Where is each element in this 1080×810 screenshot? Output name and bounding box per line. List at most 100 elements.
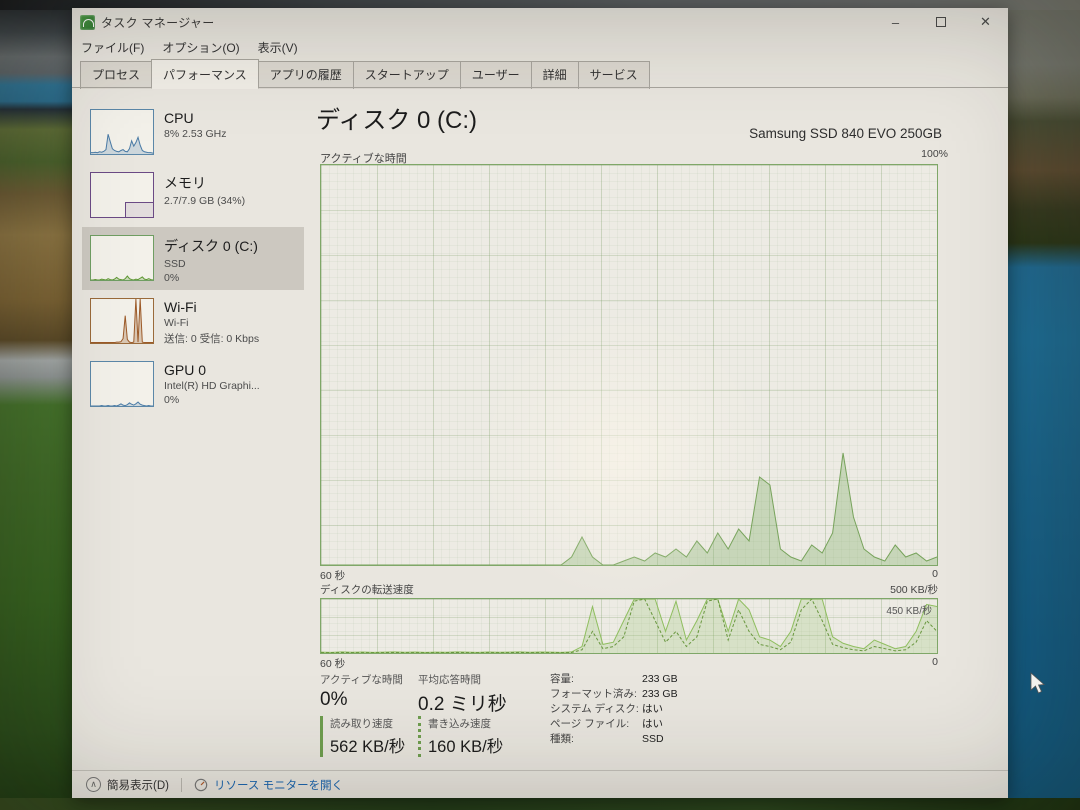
detail-label: 種類: bbox=[550, 733, 574, 745]
gpu-title: GPU 0 bbox=[164, 362, 207, 378]
close-button[interactable]: ✕ bbox=[963, 8, 1008, 36]
stat-value: 562 KB/秒 bbox=[330, 738, 406, 756]
page-title: ディスク 0 (C:) bbox=[316, 107, 477, 134]
desktop-wallpaper-left bbox=[0, 0, 74, 810]
disk-title: ディスク 0 (C:) bbox=[164, 238, 258, 254]
detail-label: ページ ファイル: bbox=[550, 718, 630, 730]
stat-label: アクティブな時間 bbox=[320, 674, 403, 686]
titlebar[interactable]: タスク マネージャー – ✕ bbox=[72, 8, 1008, 36]
cpu-usage: 8% 2.53 GHz bbox=[164, 128, 227, 140]
tab-performance[interactable]: パフォーマンス bbox=[151, 59, 259, 89]
tab-app-history[interactable]: アプリの履歴 bbox=[257, 61, 354, 90]
menu-view[interactable]: 表示(V) bbox=[257, 40, 298, 55]
disk-usage: 0% bbox=[164, 272, 180, 284]
detail-value: SSD bbox=[642, 733, 664, 745]
x-axis-right-label: 0 bbox=[932, 568, 938, 580]
transfer-chart-header: ディスクの転送速度 500 KB/秒 bbox=[320, 582, 938, 597]
detail-label: 容量: bbox=[550, 673, 574, 685]
resource-monitor-icon bbox=[194, 778, 208, 791]
active-time-chart bbox=[320, 164, 938, 566]
menu-options[interactable]: オプション(O) bbox=[162, 40, 240, 55]
sidebar-item-disk0[interactable]: ディスク 0 (C:) SSD 0% bbox=[82, 227, 304, 290]
detail-label: システム ディスク: bbox=[550, 703, 639, 715]
detail-label: フォーマット済み: bbox=[550, 688, 637, 700]
sidebar-item-cpu[interactable]: CPU 8% 2.53 GHz bbox=[82, 101, 304, 164]
detail-value: はい bbox=[642, 703, 663, 715]
task-manager-window: タスク マネージャー – ✕ ファイル(F) オプション(O) 表示(V) プロ… bbox=[72, 8, 1008, 798]
stat-value: 0.2 ミリ秒 bbox=[418, 694, 507, 715]
menubar: ファイル(F) オプション(O) 表示(V) bbox=[72, 36, 1008, 58]
memory-mini-chart bbox=[90, 172, 154, 218]
transfer-ymax-label: 500 KB/秒 bbox=[890, 584, 938, 596]
maximize-icon bbox=[935, 17, 946, 27]
stat-label: 書き込み速度 bbox=[428, 718, 491, 730]
task-manager-icon bbox=[80, 14, 95, 30]
transfer-chart-label: ディスクの転送速度 bbox=[320, 584, 414, 596]
tab-users[interactable]: ユーザー bbox=[459, 61, 532, 90]
transfer-x-axis: 60 秒 0 bbox=[320, 656, 938, 671]
wifi-mini-chart bbox=[90, 298, 154, 344]
menu-file[interactable]: ファイル(F) bbox=[81, 40, 145, 55]
tab-details[interactable]: 詳細 bbox=[530, 61, 579, 90]
gpu-usage: 0% bbox=[164, 394, 180, 406]
x-axis-right-label: 0 bbox=[932, 656, 938, 668]
cpu-title: CPU bbox=[164, 110, 194, 126]
detail-row-type: 種類: SSD bbox=[550, 732, 678, 747]
disk-model: Samsung SSD 840 EVO 250GB bbox=[749, 126, 942, 141]
stat-label: 平均応答時間 bbox=[418, 674, 481, 686]
open-resource-monitor-link[interactable]: リソース モニターを開く bbox=[213, 779, 344, 792]
x-axis-left-label: 60 秒 bbox=[320, 658, 346, 670]
transfer-inner-scale-label: 450 KB/秒 bbox=[886, 606, 932, 617]
gpu-name: Intel(R) HD Graphi... bbox=[164, 380, 260, 392]
stat-active-time: アクティブな時間 0% bbox=[320, 672, 403, 711]
tab-startup[interactable]: スタートアップ bbox=[352, 61, 461, 90]
stat-read-speed: 読み取り速度 562 KB/秒 bbox=[320, 716, 405, 757]
cpu-mini-chart bbox=[90, 109, 154, 155]
chevron-up-icon: ∧ bbox=[86, 777, 101, 792]
detail-value: 233 GB bbox=[642, 688, 678, 700]
window-title: タスク マネージャー bbox=[101, 15, 215, 30]
stat-value: 160 KB/秒 bbox=[428, 738, 504, 756]
disk-mini-chart bbox=[90, 235, 154, 281]
stat-value: 0% bbox=[320, 689, 348, 710]
minimize-button[interactable]: – bbox=[873, 8, 918, 36]
mouse-cursor bbox=[1030, 672, 1045, 694]
desktop-wallpaper-bottom bbox=[0, 798, 1080, 810]
wifi-throughput: 送信: 0 受信: 0 Kbps bbox=[164, 333, 260, 345]
stat-avg-response: 平均応答時間 0.2 ミリ秒 bbox=[418, 672, 507, 716]
detail-row-formatted: フォーマット済み: 233 GB bbox=[550, 687, 678, 702]
detail-row-capacity: 容量: 233 GB bbox=[550, 672, 678, 687]
minimize-icon: – bbox=[891, 14, 900, 30]
gpu-mini-chart bbox=[90, 361, 154, 407]
memory-composition bbox=[125, 202, 153, 217]
tab-services[interactable]: サービス bbox=[577, 61, 650, 90]
detail-value: 233 GB bbox=[642, 673, 678, 685]
detail-row-page-file: ページ ファイル: はい bbox=[550, 717, 678, 732]
disk-type: SSD bbox=[164, 258, 186, 270]
wifi-name: Wi-Fi bbox=[164, 317, 189, 329]
tabbar: プロセス パフォーマンス アプリの履歴 スタートアップ ユーザー 詳細 サービス bbox=[72, 58, 1008, 90]
wifi-title: Wi-Fi bbox=[164, 299, 197, 315]
sidebar-item-wifi[interactable]: Wi-Fi Wi-Fi 送信: 0 受信: 0 Kbps bbox=[82, 290, 304, 353]
active-time-ymax-label: 100% bbox=[921, 148, 948, 160]
simple-view-button[interactable]: 簡易表示(D) bbox=[107, 779, 169, 792]
sidebar-item-memory[interactable]: メモリ 2.7/7.9 GB (34%) bbox=[82, 164, 304, 227]
disk-details-table: 容量: 233 GB フォーマット済み: 233 GB システム ディスク: は… bbox=[550, 672, 678, 747]
stat-write-speed: 書き込み速度 160 KB/秒 bbox=[418, 716, 503, 757]
desktop-wallpaper-right bbox=[1008, 0, 1080, 810]
active-time-x-axis: 60 秒 0 bbox=[320, 568, 938, 583]
transfer-rate-chart bbox=[320, 598, 938, 654]
detail-row-system-disk: システム ディスク: はい bbox=[550, 702, 678, 717]
monitor-bezel-top bbox=[0, 0, 1080, 10]
maximize-button[interactable] bbox=[918, 8, 963, 36]
x-axis-left-label: 60 秒 bbox=[320, 570, 346, 582]
tab-processes[interactable]: プロセス bbox=[80, 61, 153, 90]
statusbar: ∧ 簡易表示(D) リソース モニターを開く bbox=[72, 770, 1008, 798]
sidebar-item-gpu[interactable]: GPU 0 Intel(R) HD Graphi... 0% bbox=[82, 353, 304, 416]
detail-value: はい bbox=[642, 718, 663, 730]
performance-sidebar: CPU 8% 2.53 GHz メモリ 2.7/7.9 GB (34%) bbox=[82, 101, 304, 416]
active-time-chart-label: アクティブな時間 bbox=[320, 153, 407, 165]
memory-title: メモリ bbox=[164, 175, 206, 191]
stat-label: 読み取り速度 bbox=[330, 718, 393, 730]
